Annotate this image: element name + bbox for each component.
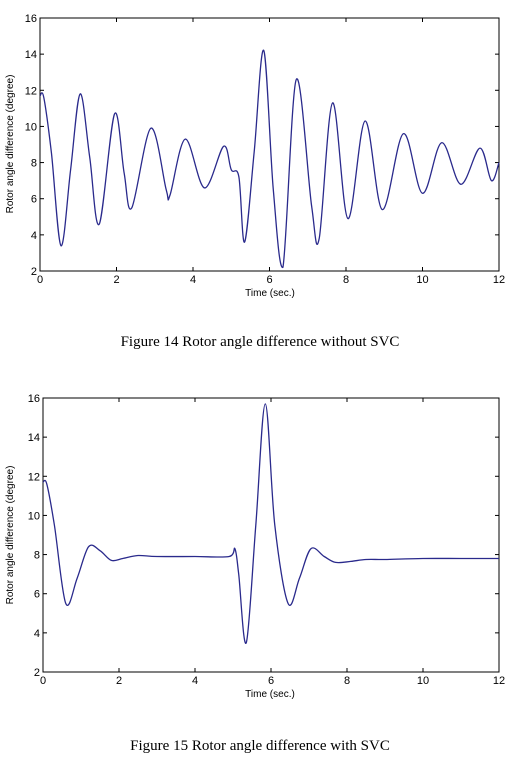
x-tick-label: 8 bbox=[343, 274, 349, 286]
rotor-angle-line bbox=[39, 49, 500, 269]
plot-frame bbox=[39, 17, 500, 272]
y-tick-label: 2 bbox=[31, 266, 37, 278]
figure-caption: Figure 14 Rotor angle difference without… bbox=[121, 334, 400, 350]
x-tick-label: 2 bbox=[116, 675, 122, 687]
x-axis-ticks: 0 2 4 6 8 10 12 bbox=[37, 18, 505, 286]
y-tick-label: 10 bbox=[25, 121, 37, 133]
x-tick-label: 8 bbox=[344, 675, 350, 687]
x-tick-label: 6 bbox=[266, 274, 272, 286]
y-tick-label: 6 bbox=[31, 194, 37, 206]
x-tick-label: 12 bbox=[493, 675, 505, 687]
x-tick-label: 4 bbox=[192, 675, 198, 687]
x-axis-label: Time (sec.) bbox=[245, 689, 295, 700]
x-axis-label: Time (sec.) bbox=[245, 288, 295, 299]
x-tick-label: 4 bbox=[190, 274, 196, 286]
figure-caption: Figure 15 Rotor angle difference with SV… bbox=[130, 738, 390, 754]
y-tick-label: 12 bbox=[25, 85, 37, 97]
y-tick-label: 14 bbox=[28, 432, 40, 444]
y-axis-label: Rotor angle difference (degree) bbox=[5, 466, 16, 605]
y-tick-label: 12 bbox=[28, 471, 40, 483]
x-tick-label: 0 bbox=[37, 274, 43, 286]
x-tick-label: 10 bbox=[416, 274, 428, 286]
y-tick-label: 8 bbox=[31, 158, 37, 170]
y-tick-label: 16 bbox=[25, 13, 37, 25]
y-tick-label: 16 bbox=[28, 393, 40, 405]
y-axis-label: Rotor angle difference (degree) bbox=[5, 75, 16, 214]
y-tick-label: 2 bbox=[34, 667, 40, 679]
y-tick-label: 4 bbox=[34, 628, 40, 640]
rotor-angle-line bbox=[42, 403, 499, 644]
x-tick-label: 0 bbox=[40, 675, 46, 687]
y-axis-ticks: 2 4 6 8 10 12 14 16 bbox=[25, 13, 499, 278]
y-axis-ticks: 2 4 6 8 10 12 14 16 bbox=[28, 393, 499, 679]
x-tick-label: 12 bbox=[493, 274, 505, 286]
plot-frame bbox=[42, 397, 500, 673]
y-tick-label: 6 bbox=[34, 589, 40, 601]
y-tick-label: 14 bbox=[25, 49, 37, 61]
y-tick-label: 8 bbox=[34, 550, 40, 562]
x-tick-label: 10 bbox=[417, 675, 429, 687]
y-tick-label: 4 bbox=[31, 230, 37, 242]
y-tick-label: 10 bbox=[28, 510, 40, 522]
x-tick-label: 6 bbox=[268, 675, 274, 687]
x-axis-ticks: 0 2 4 6 8 10 12 bbox=[40, 398, 505, 687]
x-tick-label: 2 bbox=[113, 274, 119, 286]
